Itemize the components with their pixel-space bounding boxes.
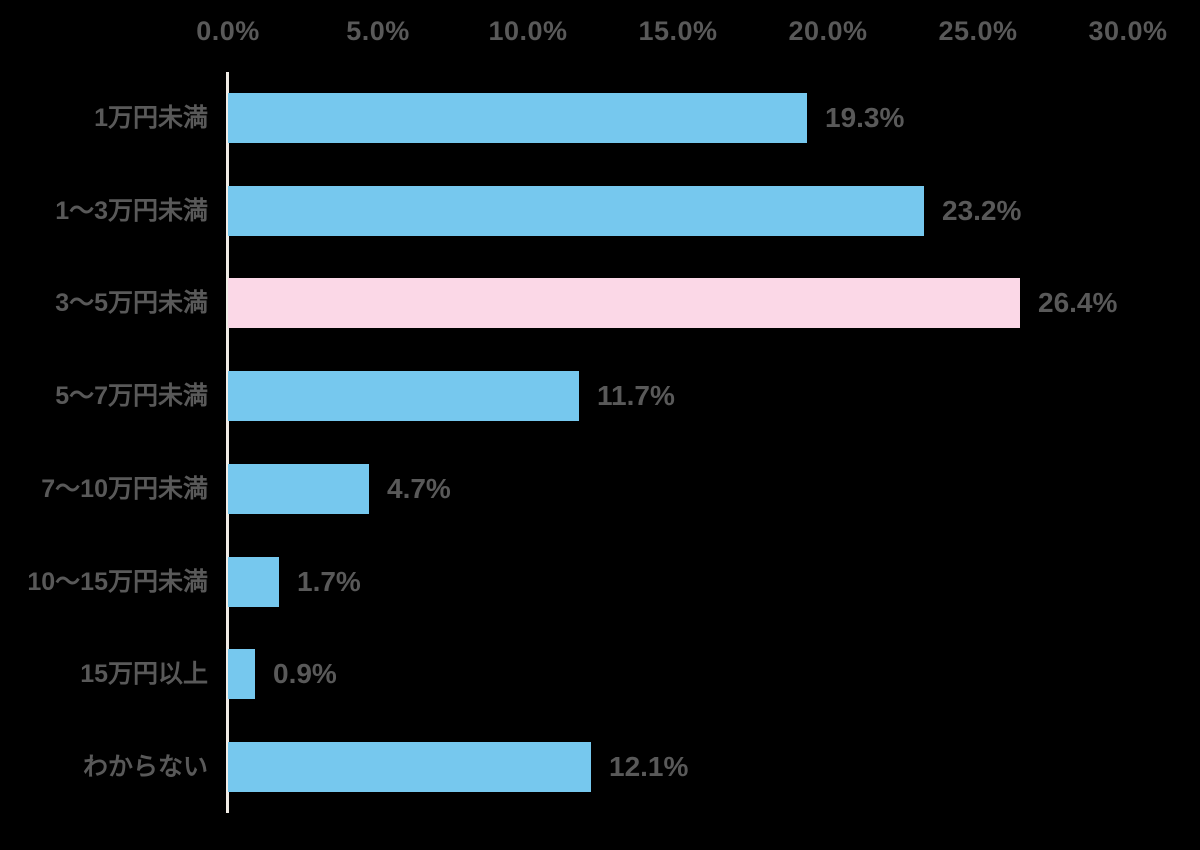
x-axis-tick-label: 10.0%: [488, 16, 568, 46]
category-label: 3〜5万円未満: [55, 289, 208, 317]
category-label: 5〜7万円未満: [55, 382, 208, 410]
value-label: 23.2%: [942, 195, 1022, 226]
category-label: 1〜3万円未満: [55, 197, 208, 225]
bar-row: 1万円未満 19.3%: [0, 93, 1200, 143]
category-label: 7〜10万円未満: [41, 475, 208, 503]
value-label: 12.1%: [609, 751, 689, 782]
value-label: 26.4%: [1038, 287, 1118, 318]
category-label: 15万円以上: [80, 660, 208, 688]
bar: [228, 93, 807, 143]
value-label: 1.7%: [297, 566, 361, 597]
value-label: 4.7%: [387, 473, 451, 504]
category-label: 10〜15万円未満: [27, 568, 208, 596]
bar: [228, 557, 279, 607]
bar: [228, 742, 591, 792]
y-axis-line: [226, 72, 229, 813]
x-axis-tick-label: 30.0%: [1088, 16, 1168, 46]
category-label: わからない: [82, 753, 208, 781]
value-label: 0.9%: [273, 658, 337, 689]
bar-row: 15万円以上 0.9%: [0, 649, 1200, 699]
bar-row: 7〜10万円未満 4.7%: [0, 464, 1200, 514]
bar-highlighted: [228, 278, 1020, 328]
bar-row: わからない 12.1%: [0, 742, 1200, 792]
x-axis-tick-label: 5.0%: [346, 16, 410, 46]
bar-row: 5〜7万円未満 11.7%: [0, 371, 1200, 421]
bar: [228, 371, 579, 421]
value-label: 11.7%: [597, 380, 675, 411]
x-axis: 0.0% 5.0% 10.0% 15.0% 20.0% 25.0% 30.0%: [0, 0, 1200, 60]
x-axis-tick-label: 25.0%: [938, 16, 1018, 46]
bar-row: 1〜3万円未満 23.2%: [0, 186, 1200, 236]
category-label: 1万円未満: [94, 104, 208, 132]
value-label: 19.3%: [825, 102, 905, 133]
bar: [228, 649, 255, 699]
x-axis-tick-label: 15.0%: [638, 16, 718, 46]
bar-row: 3〜5万円未満 26.4%: [0, 278, 1200, 328]
bar: [228, 186, 924, 236]
bar: [228, 464, 369, 514]
x-axis-tick-label: 20.0%: [788, 16, 868, 46]
x-axis-tick-label: 0.0%: [196, 16, 260, 46]
bar-row: 10〜15万円未満 1.7%: [0, 557, 1200, 607]
